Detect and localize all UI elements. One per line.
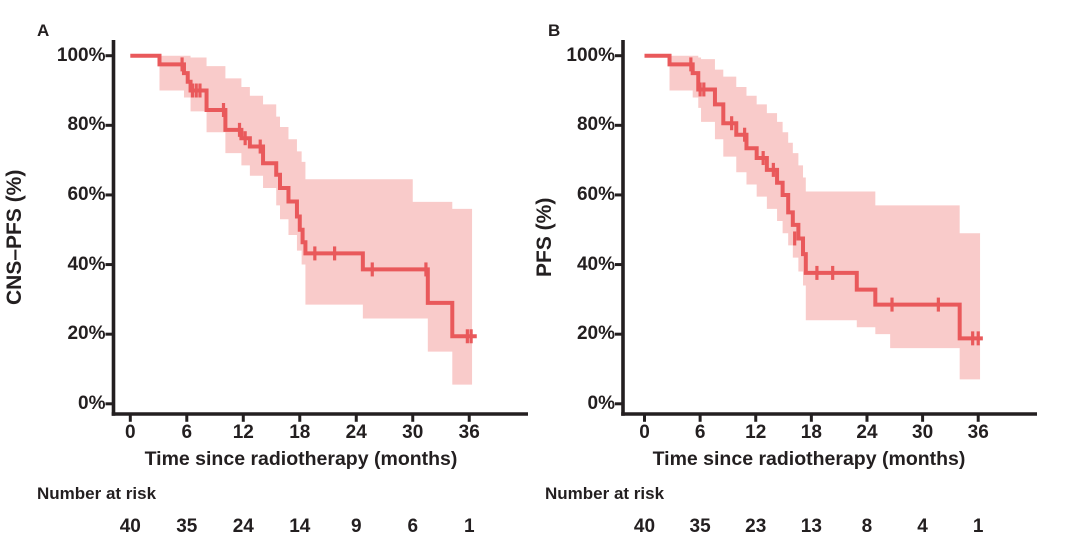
risk-count: 8	[861, 516, 873, 537]
x-tick-label: 12	[232, 422, 254, 443]
risk-count: 23	[745, 516, 767, 537]
y-tick-label: 80%	[67, 114, 106, 136]
risk-count: 6	[407, 516, 419, 537]
risk-count: 35	[689, 516, 711, 537]
panel-a-plot	[105, 40, 528, 422]
y-tick-label: 40%	[576, 253, 615, 275]
y-tick-label: 20%	[576, 323, 615, 345]
confidence-band	[159, 55, 473, 385]
risk-count: 4	[917, 516, 928, 537]
risk-count: 9	[350, 516, 362, 537]
y-tick-label: 100%	[56, 44, 106, 66]
y-tick-label: 60%	[576, 183, 615, 205]
panel-b: B PFS (%) 0% 20% 40% 60% 80% 100% 0 6 12 18 24 30 36…	[533, 0, 1080, 551]
x-tick-label: 0	[125, 422, 136, 443]
x-tick-label: 12	[745, 422, 767, 443]
y-tick-label: 80%	[576, 114, 615, 136]
risk-count: 13	[800, 516, 822, 537]
y-tick-label: 20%	[67, 323, 106, 345]
risk-count: 1	[463, 516, 475, 537]
y-tick-label: 40%	[67, 253, 106, 275]
x-tick-label: 30	[912, 422, 934, 443]
panel-a-number-at-risk-label: Number at risk	[37, 484, 157, 503]
x-tick-label: 6	[181, 422, 193, 443]
x-tick-label: 24	[856, 422, 878, 443]
y-tick-label: 60%	[67, 183, 106, 205]
panel-a-x-axis-title: Time since radiotherapy (months)	[144, 448, 458, 470]
panel-a: A CNS–PFS (%) 0% 20% 40% 60% 80% 100% 0 6 12 18 24…	[3, 21, 528, 537]
y-tick-label: 0%	[587, 392, 615, 414]
risk-count: 14	[289, 516, 311, 537]
x-tick-label: 18	[289, 422, 311, 443]
y-tick-label: 100%	[566, 44, 615, 66]
x-tick-label: 18	[800, 422, 822, 443]
x-tick-label: 36	[967, 422, 989, 443]
panel-b-x-axis-title: Time since radiotherapy (months)	[652, 448, 966, 470]
risk-count: 40	[633, 516, 656, 537]
y-tick-label: 0%	[78, 392, 106, 414]
panel-a-letter: A	[37, 21, 50, 40]
x-tick-label: 36	[458, 422, 480, 443]
risk-count: 35	[176, 516, 198, 537]
risk-count: 1	[972, 516, 984, 537]
x-tick-label: 30	[402, 422, 424, 443]
x-tick-label: 24	[345, 422, 367, 443]
risk-count: 40	[119, 516, 141, 537]
panel-b-plot	[615, 40, 1037, 422]
x-tick-label: 6	[694, 422, 706, 443]
risk-count: 24	[232, 516, 254, 537]
panel-b-letter: B	[548, 21, 561, 40]
x-tick-label: 0	[639, 422, 650, 443]
panel-b-number-at-risk-label: Number at risk	[545, 484, 665, 503]
